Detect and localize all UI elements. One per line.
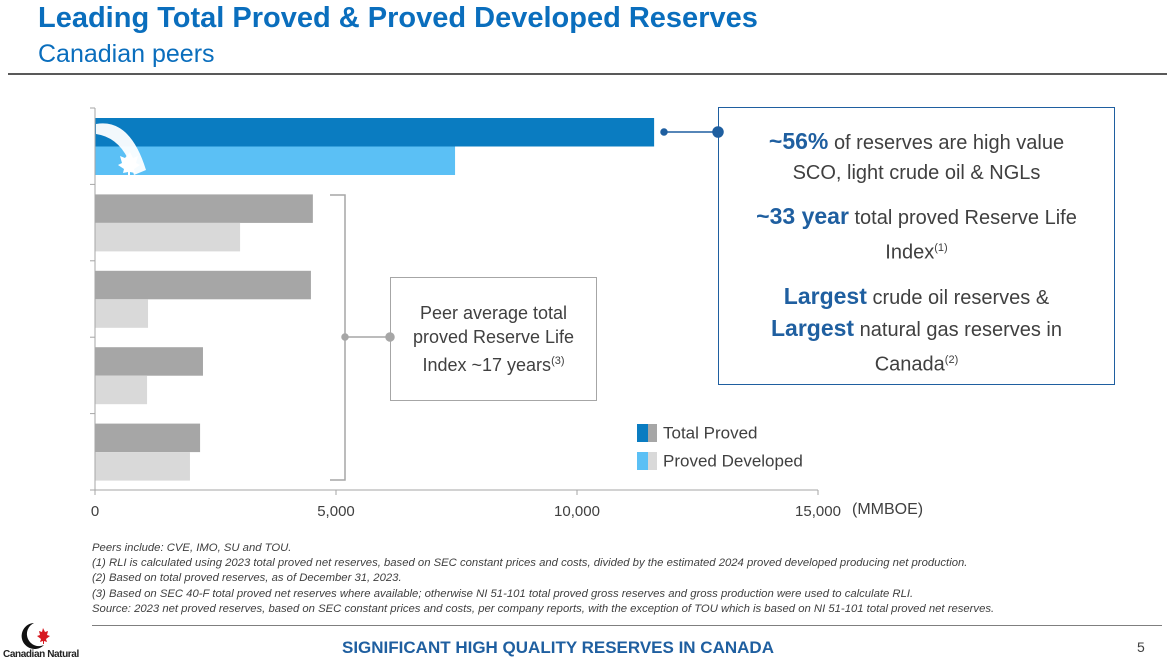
slide-title: Leading Total Proved & Proved Developed … — [38, 2, 758, 34]
footnote-rule — [92, 625, 1162, 626]
bar — [95, 347, 203, 376]
peer-note: (3) — [551, 355, 565, 367]
bar — [95, 375, 148, 405]
footer-tagline: SIGNIFICANT HIGH QUALITY RESERVES IN CAN… — [342, 638, 774, 657]
legend-swatch — [648, 424, 657, 442]
x-tick-label: 15,000 — [795, 503, 841, 520]
slide-subtitle: Canadian peers — [38, 40, 215, 68]
logo-overlay — [96, 123, 146, 177]
x-tick-label: 10,000 — [554, 503, 600, 520]
key-text: natural gas reserves in Canada — [859, 318, 1062, 376]
company-logo — [21, 623, 50, 649]
key-note: (1) — [934, 242, 948, 254]
key-item: ~33 year total proved Reserve Life Index… — [745, 201, 1088, 268]
footnote: (3) Based on SEC 40-F total proved net r… — [92, 587, 914, 600]
key-highlight: ~56% — [768, 128, 829, 154]
chart: 0 5,000 10,000 15,000 (MMBOE) Total Proved Pro… — [90, 107, 923, 520]
key-text: crude oil reserves & — [872, 286, 1050, 309]
logo-text: Canadian Natural — [3, 649, 79, 660]
footnote: Peers include: CVE, IMO, SU and TOU. — [92, 542, 292, 554]
footnote: (2) Based on total proved reserves, as o… — [92, 572, 402, 585]
bar — [95, 299, 149, 328]
footnote: Source: 2023 net proved reserves, based … — [92, 602, 995, 615]
page-number: 5 — [1137, 639, 1145, 655]
key-note: (2) — [944, 353, 959, 366]
key-item: Largest crude oil reserves & Largest nat… — [745, 281, 1088, 380]
header-rule — [8, 73, 1167, 75]
key-connector — [660, 126, 724, 138]
key-highlight: Largest — [783, 282, 867, 309]
bar — [95, 270, 311, 300]
bar — [95, 423, 201, 453]
peer-text-main: Peer average total proved Reserve Life I… — [412, 303, 575, 375]
key-box: ~56% of reserves are high value SCO, lig… — [718, 107, 1115, 385]
bar — [95, 118, 655, 147]
bar — [95, 146, 456, 175]
peer-box: Peer average total proved Reserve Life I… — [390, 277, 597, 401]
legend-swatch — [637, 424, 648, 442]
legend-swatch — [637, 452, 648, 470]
legend-swatch — [648, 452, 657, 470]
x-axis-label: (MMBOE) — [852, 501, 923, 518]
bars — [95, 118, 655, 481]
x-tick-label: 0 — [91, 503, 99, 520]
key-text: of reserves are high value SCO, light cr… — [792, 132, 1065, 184]
key-text: total proved Reserve Life Index — [854, 207, 1077, 264]
x-tick-label: 5,000 — [317, 503, 355, 520]
bar — [95, 452, 190, 481]
footnote: (1) RLI is calculated using 2023 total p… — [92, 557, 968, 570]
footnotes: Peers include: CVE, IMO, SU and TOU. (1) … — [92, 541, 994, 617]
legend-label: Proved Developed — [663, 451, 803, 470]
peer-bracket — [330, 194, 395, 481]
bar — [95, 222, 241, 252]
key-item: ~56% of reserves are high value SCO, lig… — [745, 126, 1088, 188]
key-highlight: ~33 year — [756, 203, 849, 229]
peer-text: Peer average total proved Reserve Life I… — [409, 301, 578, 377]
key-highlight: Largest — [771, 314, 855, 341]
bar — [95, 194, 313, 223]
legend-label: Total Proved — [663, 423, 758, 442]
